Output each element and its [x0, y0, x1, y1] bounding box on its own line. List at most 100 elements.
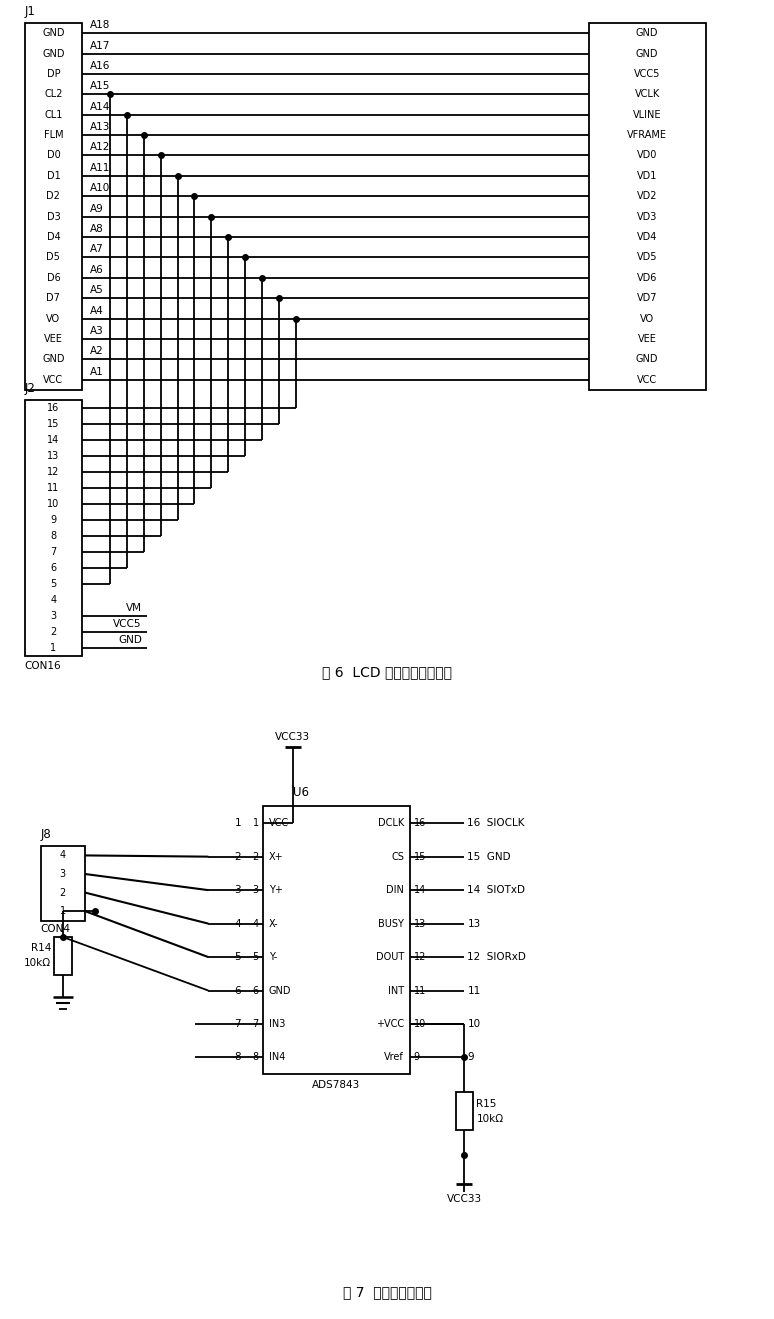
Text: 4: 4 [60, 851, 66, 860]
Text: 8: 8 [50, 530, 57, 541]
Text: VD5: VD5 [637, 252, 657, 262]
Text: 14  SIOTxD: 14 SIOTxD [467, 885, 526, 896]
Bar [25, 22, 82, 390]
Text: 14: 14 [414, 885, 426, 896]
Text: 8: 8 [235, 1053, 241, 1063]
Text: 7: 7 [235, 1020, 241, 1029]
Text: CS: CS [391, 852, 404, 861]
Text: 6: 6 [235, 985, 241, 996]
Text: VD3: VD3 [637, 211, 657, 222]
Text: 1: 1 [253, 818, 259, 828]
Text: 15: 15 [414, 852, 426, 861]
Text: 5: 5 [50, 579, 57, 588]
Text: 15: 15 [47, 419, 60, 429]
Text: DCLK: DCLK [378, 818, 404, 828]
Text: IN3: IN3 [269, 1020, 286, 1029]
Text: D3: D3 [46, 211, 60, 222]
Text: 10kΩ: 10kΩ [24, 959, 51, 968]
Bar [40, 845, 85, 921]
Text: A11: A11 [90, 162, 111, 173]
Bar [54, 936, 72, 975]
Text: 11: 11 [47, 483, 60, 493]
Text: 5: 5 [235, 952, 241, 962]
Text: A14: A14 [90, 102, 111, 112]
Text: 10: 10 [47, 499, 60, 509]
Text: VD4: VD4 [637, 232, 657, 241]
Text: Y-: Y- [269, 952, 277, 962]
Text: 3: 3 [235, 885, 241, 896]
Text: D7: D7 [46, 293, 60, 303]
Text: VLINE: VLINE [633, 109, 661, 120]
Text: J1: J1 [25, 5, 36, 18]
Text: A8: A8 [90, 224, 104, 233]
Text: VFRAME: VFRAME [627, 131, 667, 140]
Text: X+: X+ [269, 852, 283, 861]
Text: A9: A9 [90, 203, 104, 214]
Text: A6: A6 [90, 265, 104, 274]
Text: A4: A4 [90, 306, 104, 315]
Text: VD7: VD7 [637, 293, 657, 303]
Text: VEE: VEE [44, 334, 63, 344]
Text: VM: VM [125, 603, 142, 613]
Text: CON16: CON16 [25, 661, 61, 670]
Text: GND: GND [118, 634, 142, 645]
Bar [588, 22, 706, 390]
Text: 2: 2 [252, 852, 259, 861]
Text: CL2: CL2 [44, 90, 63, 99]
Text: D5: D5 [46, 252, 60, 262]
Text: VD0: VD0 [637, 150, 657, 161]
Text: D4: D4 [46, 232, 60, 241]
Text: 10: 10 [467, 1020, 481, 1029]
Text: GND: GND [42, 355, 65, 364]
Text: GND: GND [636, 49, 659, 58]
Text: 14: 14 [47, 435, 60, 445]
Text: BUSY: BUSY [378, 918, 404, 929]
Text: 7: 7 [50, 547, 57, 557]
Text: 2: 2 [235, 852, 241, 861]
Text: 8: 8 [253, 1053, 259, 1063]
Text: 15  GND: 15 GND [467, 852, 511, 861]
Text: 16: 16 [47, 402, 60, 413]
Text: VCC33: VCC33 [447, 1195, 482, 1204]
Text: 4: 4 [235, 918, 241, 929]
Text: A15: A15 [90, 82, 111, 91]
Text: 1: 1 [50, 642, 57, 653]
Text: VO: VO [46, 314, 60, 323]
Text: 6: 6 [253, 985, 259, 996]
Text: VD2: VD2 [637, 191, 657, 202]
Text: GND: GND [636, 28, 659, 38]
Text: 9: 9 [50, 514, 57, 525]
Text: GND: GND [636, 355, 659, 364]
Text: A13: A13 [90, 123, 111, 132]
Text: A16: A16 [90, 61, 111, 71]
Text: FLM: FLM [43, 131, 63, 140]
Text: 7: 7 [252, 1020, 259, 1029]
Text: A3: A3 [90, 326, 104, 336]
Text: ADS7843: ADS7843 [312, 1080, 361, 1091]
Text: VCC5: VCC5 [113, 619, 142, 629]
Bar [25, 400, 82, 656]
Text: VD1: VD1 [637, 171, 657, 181]
Text: J8: J8 [40, 828, 51, 842]
Text: Vref: Vref [384, 1053, 404, 1063]
Text: 12: 12 [47, 467, 60, 476]
Text: U6: U6 [293, 786, 309, 798]
Bar [263, 806, 410, 1074]
Text: A7: A7 [90, 244, 104, 255]
Text: 10: 10 [414, 1020, 426, 1029]
Text: 13: 13 [47, 451, 60, 460]
Text: CON4: CON4 [40, 925, 70, 934]
Text: 10kΩ: 10kΩ [476, 1113, 503, 1124]
Text: D1: D1 [46, 171, 60, 181]
Text: 1: 1 [60, 906, 66, 917]
Text: DIN: DIN [386, 885, 404, 896]
Text: A17: A17 [90, 41, 111, 50]
Text: GND: GND [42, 28, 65, 38]
Text: Y+: Y+ [269, 885, 283, 896]
Text: VO: VO [640, 314, 654, 323]
Text: +VCC: +VCC [375, 1020, 404, 1029]
Text: VCC: VCC [637, 375, 657, 385]
Text: A18: A18 [90, 20, 111, 30]
Text: A2: A2 [90, 347, 104, 356]
Text: 12  SIORxD: 12 SIORxD [467, 952, 526, 962]
